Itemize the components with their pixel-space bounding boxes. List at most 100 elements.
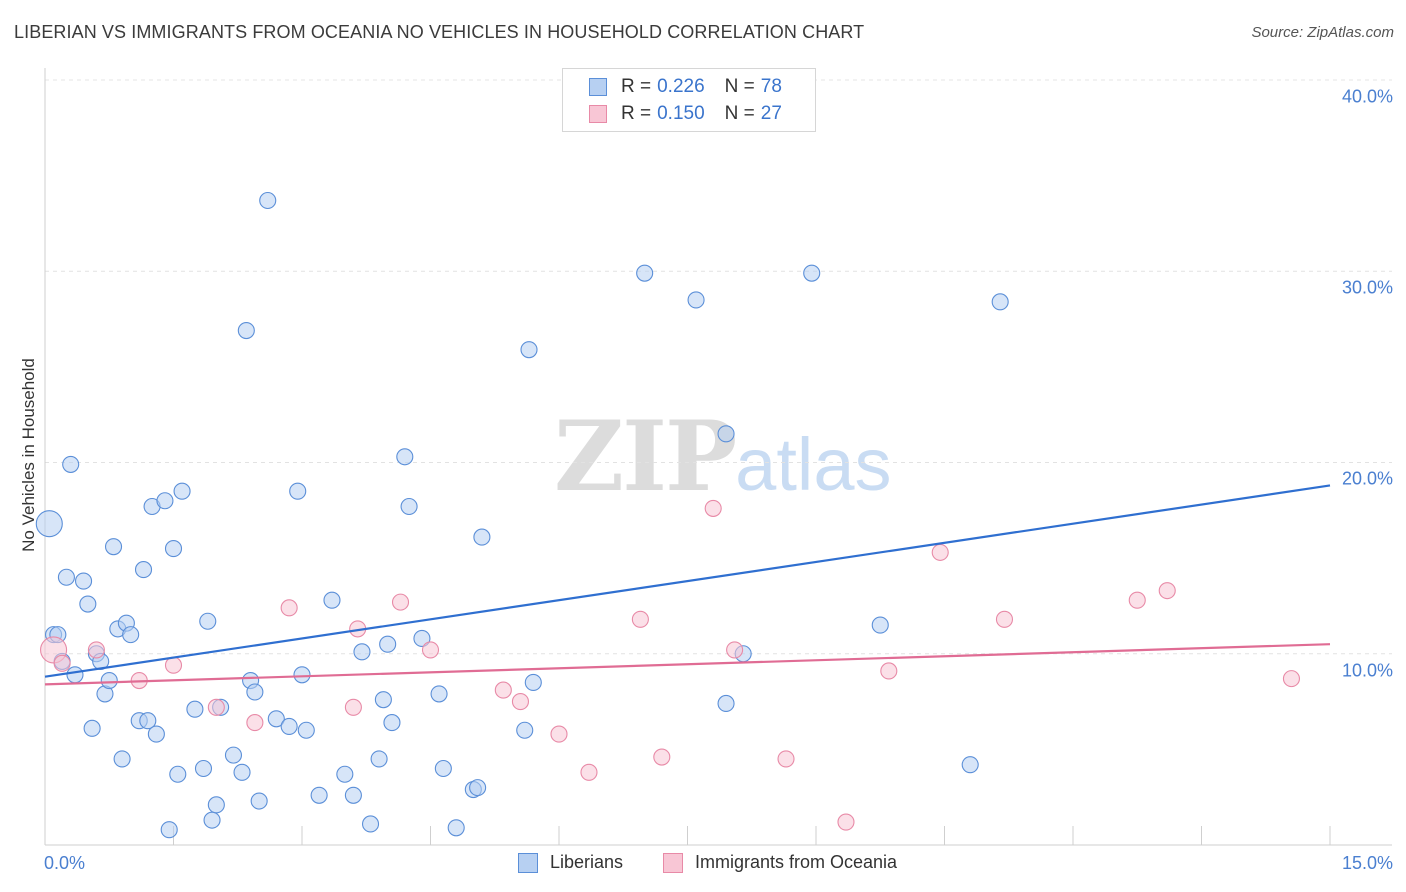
data-point (267, 710, 285, 728)
data-point (164, 656, 183, 674)
data-point (1128, 591, 1146, 609)
bottom-legend-swatch (518, 852, 538, 873)
data-point (931, 543, 949, 561)
data-point (246, 683, 264, 701)
bottom-legend-liberians: Liberians (518, 852, 623, 873)
legend-swatch-liberians (589, 78, 607, 96)
bottom-legend-oceania: Immigrants from Oceania (663, 852, 897, 873)
data-point (1158, 582, 1176, 600)
data-point (246, 714, 264, 732)
data-point (237, 321, 255, 340)
legend-row-oceania: R = 0.150 N = 27 (589, 103, 782, 125)
data-point (447, 819, 465, 837)
y-tick-label: 20.0% (1341, 468, 1393, 489)
data-point (293, 666, 311, 684)
source-label: Source: ZipAtlas.com (1251, 24, 1394, 41)
data-point (160, 821, 178, 839)
data-point (75, 572, 93, 590)
bottom-legend-label: Liberians (550, 852, 624, 872)
data-point (421, 641, 440, 659)
y-axis-label: No Vehicles in Household (19, 358, 38, 552)
data-point (687, 291, 705, 309)
data-point (516, 721, 534, 739)
trend-line (44, 484, 1331, 678)
data-point (550, 725, 568, 743)
data-point (173, 482, 191, 500)
legend-n-label: N = (724, 103, 755, 124)
data-point (100, 671, 118, 690)
data-point (156, 492, 174, 510)
y-tick-label: 30.0% (1341, 277, 1393, 298)
watermark: ZIPatlas (554, 400, 891, 513)
data-point (726, 641, 744, 659)
data-point (469, 779, 487, 797)
data-point (803, 264, 821, 282)
legend-r-value: 0.150 (657, 103, 705, 124)
legend-swatch-oceania (589, 105, 607, 123)
data-point (297, 721, 315, 739)
data-point (880, 662, 898, 680)
data-point (361, 815, 380, 833)
data-point (250, 792, 268, 810)
data-point (194, 759, 213, 778)
data-point (473, 528, 491, 546)
data-point (383, 714, 401, 732)
y-tick-label: 10.0% (1341, 660, 1393, 681)
data-point (35, 510, 63, 538)
legend-n-value: 78 (760, 76, 782, 97)
bottom-legend-swatch (663, 852, 683, 873)
data-point (391, 593, 410, 611)
legend-n-label: N = (724, 76, 755, 97)
data-point (139, 712, 157, 730)
data-point (871, 616, 889, 634)
data-point (494, 681, 512, 699)
data-point (511, 693, 530, 711)
bottom-legend-label: Immigrants from Oceania (695, 852, 898, 872)
data-point (413, 629, 431, 648)
data-point (289, 482, 307, 500)
data-point (434, 759, 452, 778)
legend-n-value: 27 (760, 103, 782, 124)
data-point (186, 700, 204, 718)
data-point (280, 599, 298, 617)
data-point (336, 765, 354, 783)
data-point (310, 786, 328, 804)
data-point (104, 538, 123, 556)
data-point (777, 750, 795, 768)
data-point (524, 673, 542, 691)
data-point (379, 635, 397, 653)
legend-r-label: R = (621, 76, 652, 97)
data-point (323, 591, 341, 609)
data-point (704, 499, 722, 517)
data-point (169, 765, 187, 783)
watermark-zip: ZIP (554, 400, 737, 513)
data-point (653, 748, 671, 766)
data-point (147, 725, 165, 743)
data-point (396, 448, 414, 466)
data-point (1282, 670, 1300, 688)
data-point (53, 654, 71, 672)
data-point (57, 568, 75, 586)
data-point (122, 626, 140, 644)
data-point (636, 264, 654, 282)
data-point (233, 763, 251, 781)
x-tick-label: 15.0% (1341, 853, 1393, 873)
data-point (113, 750, 131, 768)
data-point (520, 341, 538, 359)
data-point (134, 561, 153, 579)
data-point (374, 691, 392, 709)
data-point (344, 786, 362, 804)
data-point (717, 425, 735, 443)
data-point (400, 497, 418, 516)
data-point (259, 191, 277, 210)
data-point (717, 694, 735, 713)
data-point (164, 540, 183, 558)
data-point (344, 698, 362, 716)
data-point (224, 746, 243, 764)
y-tick-label: 40.0% (1341, 86, 1393, 107)
trend-line (44, 643, 1331, 686)
x-tick-label: 0.0% (44, 853, 86, 873)
data-point (995, 610, 1014, 628)
data-point (66, 666, 84, 684)
